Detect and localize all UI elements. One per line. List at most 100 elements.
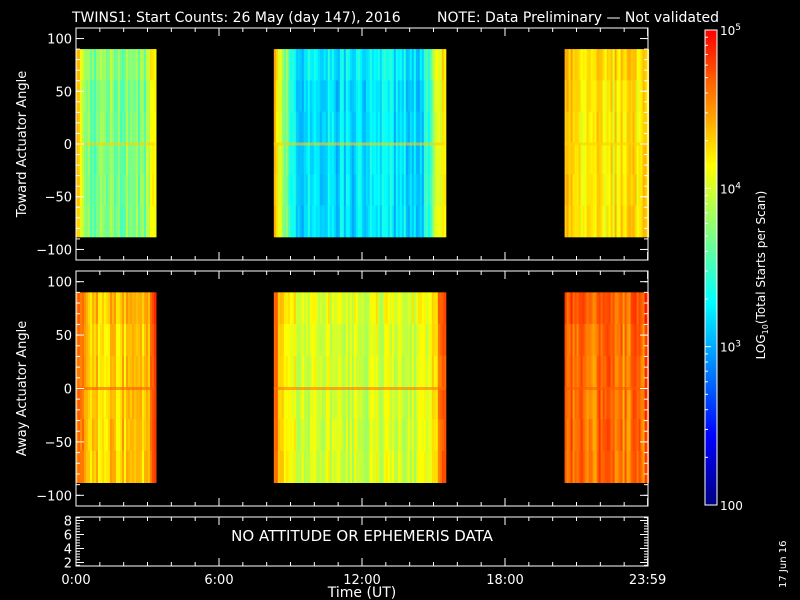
heatmap-cell — [120, 450, 123, 483]
heatmap-cell — [413, 111, 417, 144]
heatmap-cell — [411, 387, 415, 420]
heatmap-cell — [610, 324, 614, 357]
heatmap-cell — [339, 450, 343, 483]
heatmap-cell — [285, 111, 289, 144]
heatmap-cell — [154, 174, 157, 207]
heatmap-cell — [594, 387, 598, 420]
heatmap-cell — [642, 355, 646, 388]
heatmap-cell — [439, 111, 443, 144]
heatmap-cell — [108, 324, 111, 357]
heatmap-cell — [393, 111, 397, 144]
heatmap-cell — [628, 174, 632, 207]
heatmap-cell — [357, 355, 361, 388]
heatmap-cell — [626, 324, 630, 357]
heatmap-cell — [610, 292, 614, 325]
heatmap-cell — [610, 174, 614, 207]
heatmap-cell — [614, 49, 618, 81]
heatmap-cell — [367, 450, 371, 483]
heatmap-cell — [108, 450, 111, 483]
heatmap-cell — [616, 292, 620, 325]
heatmap-cell — [291, 80, 295, 113]
heatmap-cell — [578, 205, 582, 238]
heatmap-cell — [100, 174, 103, 207]
heatmap-cell — [634, 419, 638, 452]
x-tick-label: 23:59 — [629, 573, 666, 588]
heatmap-cell — [333, 450, 337, 483]
heatmap-cell — [311, 355, 315, 388]
heatmap-cell — [590, 450, 594, 483]
heatmap-cell — [578, 80, 582, 113]
heatmap-cell — [405, 111, 409, 144]
heatmap-cell — [363, 174, 367, 207]
heatmap-cell — [379, 355, 383, 388]
heatmap-cell — [76, 292, 79, 325]
heatmap-cell — [415, 174, 419, 207]
heatmap-cell — [642, 80, 646, 113]
heatmap-cell — [325, 355, 329, 388]
heatmap-cell — [604, 205, 608, 238]
heatmap-cell — [626, 174, 630, 207]
heatmap-cell — [632, 174, 636, 207]
heatmap-cell — [124, 205, 127, 238]
heatmap-cell — [433, 111, 437, 144]
heatmap-cell — [297, 142, 301, 175]
heatmap-cell — [443, 387, 447, 420]
heatmap-cell — [614, 205, 618, 238]
heatmap-cell — [435, 292, 439, 325]
heatmap-cell — [403, 49, 407, 81]
heatmap-cell — [293, 324, 297, 357]
heatmap-cell — [138, 142, 141, 175]
heatmap-cell — [367, 80, 371, 113]
heatmap-cell — [319, 111, 323, 144]
heatmap-cell — [277, 324, 281, 357]
heatmap-cell — [90, 292, 93, 325]
heatmap-cell — [92, 355, 95, 388]
heatmap-cell — [303, 419, 307, 452]
heatmap-cell — [281, 111, 285, 144]
heatmap-cell — [357, 324, 361, 357]
heatmap-cell — [102, 111, 105, 144]
heatmap-cell — [606, 142, 610, 175]
heatmap-cell — [391, 387, 395, 420]
heatmap-cell — [343, 355, 347, 388]
heatmap-cell — [297, 111, 301, 144]
heatmap-cell — [88, 387, 91, 420]
heatmap-cell — [570, 292, 574, 325]
heatmap-cell — [313, 324, 317, 357]
heatmap-cell — [417, 142, 421, 175]
heatmap-cell — [630, 49, 634, 81]
heatmap-cell — [395, 80, 399, 113]
heatmap-cell — [112, 292, 115, 325]
heatmap-cell — [371, 142, 375, 175]
heatmap-cell — [640, 355, 644, 388]
heatmap-cell — [136, 355, 139, 388]
heatmap-cell — [584, 49, 588, 81]
heatmap-cell — [331, 111, 335, 144]
heatmap-cell — [437, 450, 441, 483]
heatmap-cell — [361, 419, 365, 452]
heatmap-cell — [431, 142, 435, 175]
heatmap-cell — [365, 450, 369, 483]
heatmap-cell — [620, 292, 624, 325]
heatmap-cell — [379, 205, 383, 238]
heatmap-cell — [600, 174, 604, 207]
heatmap-cell — [128, 111, 131, 144]
heatmap-cell — [321, 142, 325, 175]
heatmap-cell — [369, 450, 373, 483]
heatmap-cell — [576, 111, 580, 144]
heatmap-cell — [343, 387, 347, 420]
heatmap-cell — [395, 49, 399, 81]
heatmap-cell — [568, 419, 572, 452]
heatmap-cell — [441, 49, 445, 81]
heatmap-cell — [325, 419, 329, 452]
heatmap-cell — [114, 49, 117, 81]
heatmap-cell — [76, 111, 79, 144]
heatmap-cell — [397, 387, 401, 420]
heatmap-cell — [427, 450, 431, 483]
heatmap-cell — [640, 205, 644, 238]
heatmap-cell — [373, 292, 377, 325]
heatmap-cell — [395, 324, 399, 357]
heatmap-cell — [439, 80, 443, 113]
heatmap-cell — [407, 292, 411, 325]
